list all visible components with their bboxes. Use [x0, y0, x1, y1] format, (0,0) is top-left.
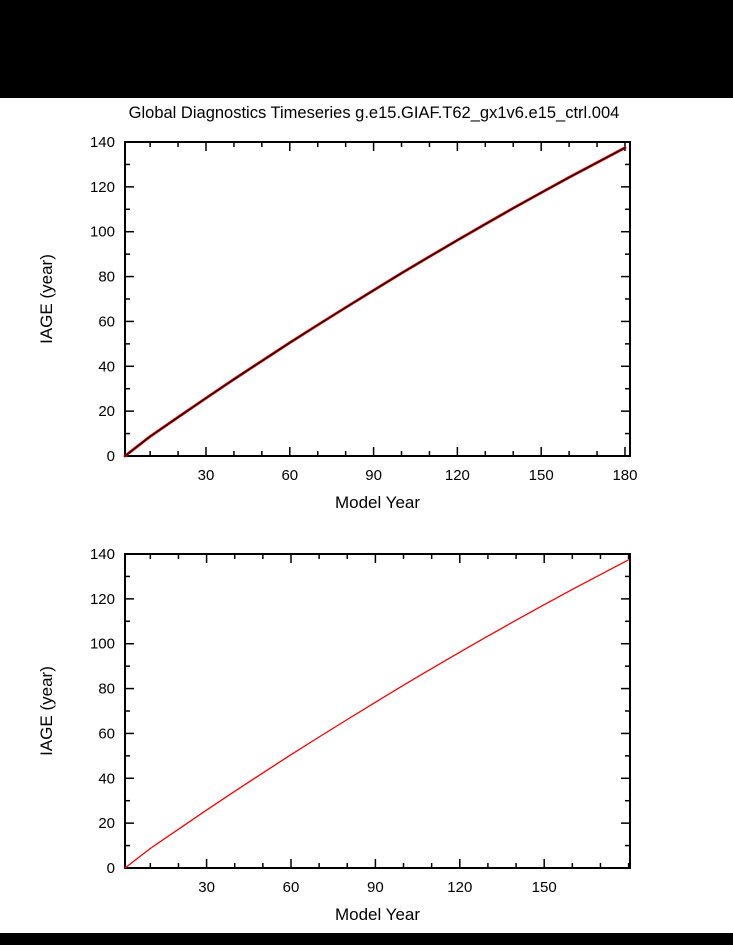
- chart-bottom-iage-timeseries: 30 60 90 120 150 0 20 40 60 80 100 120 140 Model Year…: [37, 546, 631, 924]
- plot-border: [124, 553, 631, 869]
- plot-border: [124, 141, 631, 457]
- x-tick-label: 30: [198, 467, 215, 484]
- y-tick-label: 120: [90, 591, 115, 608]
- chart-top-iage-timeseries: 30 60 90 120 150 180 0 20 40 60 80 100 120 140 Model Y…: [37, 134, 637, 512]
- y-axis-label: IAGE (year): [37, 666, 56, 756]
- y-tick-label: 20: [98, 403, 115, 420]
- x-tick-label: 90: [365, 467, 382, 484]
- x-tick-label: 60: [283, 879, 300, 896]
- x-tick-label: 60: [281, 467, 298, 484]
- plot-panel: Global Diagnostics Timeseries g.e15.GIAF…: [0, 98, 733, 933]
- x-tick-label: 120: [445, 467, 470, 484]
- y-tick-label: 100: [90, 224, 115, 241]
- y-tick-label: 40: [98, 358, 115, 375]
- y-axis-label: IAGE (year): [37, 254, 56, 344]
- x-axis-label: Model Year: [335, 493, 420, 512]
- y-tick-label: 0: [107, 448, 115, 465]
- y-tick-label: 20: [98, 815, 115, 832]
- y-tick-label: 100: [90, 636, 115, 653]
- y-tick-label: 40: [98, 770, 115, 787]
- y-tick-label: 60: [98, 725, 115, 742]
- y-tick-label: 80: [98, 269, 115, 286]
- y-tick-label: 140: [90, 134, 115, 151]
- series-iage-red: [124, 559, 630, 869]
- y-tick-label: 80: [98, 681, 115, 698]
- y-tick-label: 140: [90, 546, 115, 563]
- series-iage-red-underlay: [123, 146, 627, 458]
- x-tick-label: 150: [532, 879, 557, 896]
- x-tick-label: 90: [367, 879, 384, 896]
- x-axis-label: Model Year: [335, 905, 420, 924]
- x-tick-label: 150: [529, 467, 554, 484]
- page-title: Global Diagnostics Timeseries g.e15.GIAF…: [128, 104, 620, 122]
- y-tick-label: 120: [90, 179, 115, 196]
- x-tick-label: 120: [447, 879, 472, 896]
- x-tick-label: 180: [612, 467, 637, 484]
- y-tick-label: 0: [107, 860, 115, 877]
- series-iage-black-overlay: [124, 147, 626, 457]
- y-tick-label: 60: [98, 313, 115, 330]
- x-tick-label: 30: [198, 879, 215, 896]
